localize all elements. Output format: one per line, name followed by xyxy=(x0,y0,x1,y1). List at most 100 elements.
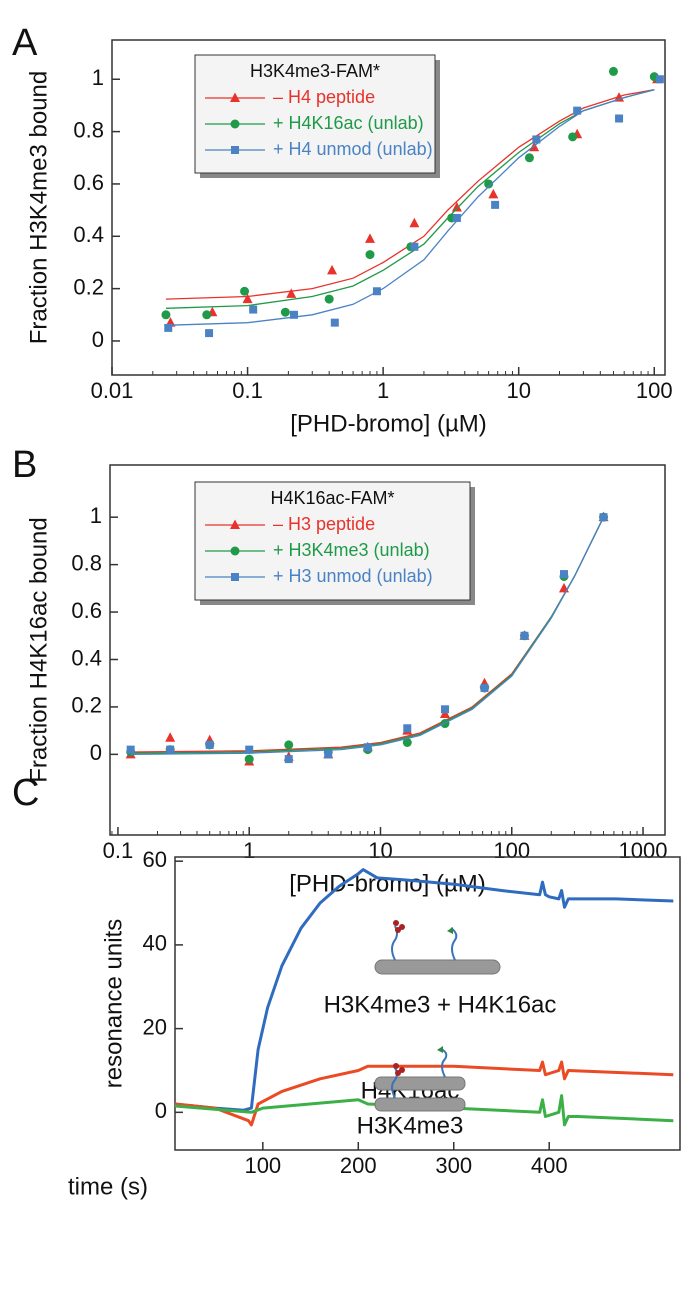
marker xyxy=(599,513,608,522)
x-tick-label: 100 xyxy=(493,838,530,863)
marker xyxy=(244,754,254,764)
x-tick-label: 0.1 xyxy=(103,838,134,863)
marker xyxy=(280,307,290,317)
marker xyxy=(568,132,578,142)
x-tick-label: 0.1 xyxy=(232,378,263,403)
marker xyxy=(491,200,500,209)
fit-line xyxy=(130,516,605,756)
cylinder xyxy=(374,959,501,975)
x-tick-label: 1000 xyxy=(619,838,668,863)
marker xyxy=(452,213,461,222)
y-tick-label: 0.2 xyxy=(71,693,102,718)
trace xyxy=(174,1060,674,1127)
marker xyxy=(166,745,175,754)
marker xyxy=(372,287,381,296)
marker xyxy=(249,305,258,314)
marker xyxy=(615,114,624,123)
marker xyxy=(364,233,375,243)
x-tick-label: 400 xyxy=(531,1153,568,1178)
panel-label: A xyxy=(12,22,38,64)
acetyl xyxy=(447,927,453,934)
y-tick-label: 0.8 xyxy=(71,550,102,575)
legend-marker xyxy=(231,573,239,581)
fit-line xyxy=(165,89,655,300)
x-tick-label: 0.01 xyxy=(91,378,134,403)
marker xyxy=(242,293,253,304)
legend-marker xyxy=(230,119,240,129)
x-tick-label: 300 xyxy=(435,1153,472,1178)
marker xyxy=(410,242,419,251)
y-axis-label: resonance units xyxy=(100,919,127,1088)
marker xyxy=(365,250,375,260)
legend-marker xyxy=(230,519,240,529)
y-tick-label: 0.6 xyxy=(73,170,104,195)
marker xyxy=(286,288,297,298)
marker xyxy=(484,179,494,189)
y-axis-label: Fraction H3K4me3 bound xyxy=(25,71,52,345)
y-tick-label: 20 xyxy=(143,1014,167,1039)
legend-marker xyxy=(231,146,239,154)
marker xyxy=(240,286,250,296)
marker xyxy=(284,755,293,764)
marker xyxy=(330,318,339,327)
icons xyxy=(374,920,501,1112)
panel-label: B xyxy=(12,444,37,486)
marker xyxy=(324,294,334,304)
marker xyxy=(480,683,489,692)
legend-label: – H4 peptide xyxy=(273,87,375,107)
marker xyxy=(608,66,618,76)
marker xyxy=(524,153,534,163)
marker xyxy=(289,310,298,319)
methyl xyxy=(393,1063,399,1069)
trace xyxy=(174,1094,674,1127)
marker xyxy=(409,217,420,228)
methyl xyxy=(395,927,401,933)
methyl xyxy=(395,1070,401,1076)
panel-label: C xyxy=(12,772,39,814)
y-tick-label: 0.6 xyxy=(71,598,102,623)
marker xyxy=(532,135,541,144)
legend-title: H3K4me3-FAM* xyxy=(250,61,380,81)
x-axis-label: time (s) xyxy=(68,1173,148,1200)
y-tick-label: 0 xyxy=(155,1098,167,1123)
marker xyxy=(161,310,171,320)
plot-frame xyxy=(111,39,666,376)
methyl xyxy=(393,920,399,926)
legend-label: + H4 unmod (unlab) xyxy=(273,139,433,159)
marker xyxy=(363,743,372,752)
cylinder xyxy=(374,1076,466,1091)
marker xyxy=(126,745,135,754)
marker xyxy=(165,732,176,742)
x-axis-label: [PHD-bromo] (µM) xyxy=(290,410,487,437)
fit-line xyxy=(165,89,655,326)
tail xyxy=(391,925,458,961)
cylinder xyxy=(374,1097,466,1112)
marker xyxy=(324,750,333,759)
x-tick-label: 100 xyxy=(636,378,673,403)
marker xyxy=(205,740,214,749)
marker xyxy=(573,106,582,115)
y-tick-label: 0.8 xyxy=(73,117,104,142)
annotation: H3K4me3 + H4K16ac xyxy=(324,991,557,1018)
annotation: H3K4me3 xyxy=(357,1112,464,1139)
x-tick-label: 10 xyxy=(506,378,530,403)
y-axis-label: Fraction H4K16ac bound xyxy=(25,517,52,783)
marker xyxy=(560,570,569,579)
y-tick-label: 0.2 xyxy=(73,274,104,299)
marker xyxy=(205,329,214,338)
tail xyxy=(440,1048,448,1078)
marker xyxy=(245,745,254,754)
legend-marker xyxy=(230,92,240,102)
trace xyxy=(174,868,674,1112)
marker xyxy=(202,310,212,320)
x-tick-label: 200 xyxy=(340,1153,377,1178)
y-tick-label: 0 xyxy=(92,327,104,352)
y-tick-label: 1 xyxy=(92,65,104,90)
marker xyxy=(451,202,462,212)
plot-frame xyxy=(174,856,681,1151)
marker xyxy=(284,740,294,750)
legend-label: + H4K16ac (unlab) xyxy=(273,113,424,133)
legend-box xyxy=(194,481,471,601)
marker xyxy=(164,323,173,332)
